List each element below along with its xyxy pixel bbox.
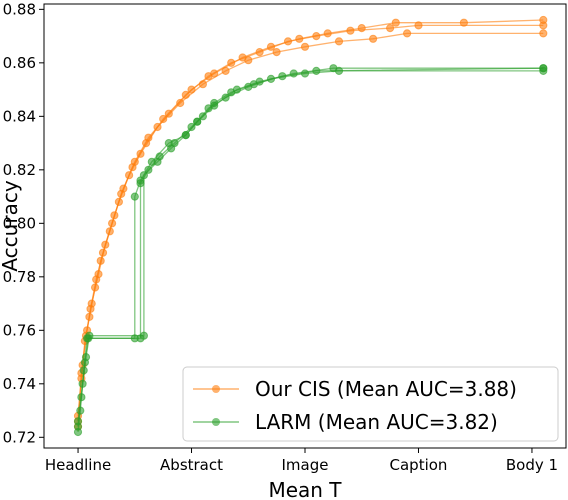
data-point — [238, 53, 247, 62]
data-point — [459, 18, 468, 27]
y-tick-label: 0.78 — [3, 268, 36, 286]
data-point — [232, 85, 241, 94]
data-point — [272, 48, 281, 57]
data-point — [289, 69, 298, 78]
data-point — [130, 192, 139, 201]
data-point — [164, 109, 173, 118]
legend-frame — [182, 366, 559, 442]
data-point — [539, 64, 548, 73]
data-point — [87, 299, 96, 308]
data-point — [176, 98, 185, 108]
y-tick-label: 0.82 — [3, 161, 36, 179]
y-tick-label: 0.86 — [3, 54, 36, 72]
data-point — [300, 42, 310, 51]
data-point — [73, 417, 83, 426]
y-tick-label: 0.76 — [3, 321, 36, 339]
y-axis: 0.72 0.74 0.76 0.78 0.80 0.82 0.84 0.86 0.88 — [3, 0, 44, 446]
data-point — [94, 270, 103, 279]
x-tick-label: Headline — [45, 456, 111, 474]
data-point — [391, 18, 400, 27]
series-line — [77, 67, 544, 422]
y-tick-label: 0.74 — [3, 375, 36, 393]
data-point — [187, 85, 196, 94]
y-tick-label: 0.80 — [3, 214, 36, 232]
data-point — [403, 29, 412, 38]
data-point — [119, 184, 128, 193]
data-point — [357, 24, 366, 33]
y-axis-title: Accuracy — [0, 180, 22, 271]
data-point — [144, 165, 153, 174]
data-point — [110, 211, 119, 220]
data-point — [130, 157, 139, 166]
data-point — [144, 133, 153, 142]
x-tick-label: Image — [282, 456, 329, 474]
x-axis-title: Mean T — [268, 478, 342, 500]
data-point — [386, 24, 395, 33]
data-point — [210, 101, 219, 110]
series-layer — [73, 15, 548, 437]
legend-swatch-marker — [212, 385, 220, 393]
data-point — [78, 379, 87, 388]
data-point — [81, 353, 91, 362]
data-point — [139, 331, 148, 340]
data-point — [136, 179, 145, 188]
x-tick-label: Body 1 — [506, 456, 558, 474]
data-point — [139, 171, 148, 180]
data-point — [266, 42, 276, 51]
x-tick-label: Caption — [390, 456, 448, 474]
data-point — [187, 122, 196, 132]
data-point — [329, 64, 338, 73]
y-tick-label: 0.84 — [3, 107, 36, 125]
legend-swatch-marker — [212, 418, 220, 426]
y-tick-label: 0.72 — [3, 428, 36, 446]
data-point — [295, 34, 304, 43]
data-point — [193, 117, 202, 126]
x-tick-label: Abstract — [160, 456, 223, 474]
legend-label: Our CIS (Mean AUC=3.88) — [255, 377, 517, 401]
series-larm — [73, 64, 548, 437]
data-point — [414, 21, 423, 30]
data-point — [101, 240, 110, 249]
data-point — [85, 331, 94, 340]
data-point — [181, 131, 190, 140]
data-point — [539, 15, 548, 25]
data-point — [369, 34, 378, 43]
data-point — [210, 69, 219, 78]
data-point — [334, 37, 344, 46]
x-axis: Headline Abstract Image Caption Body 1 — [45, 448, 558, 474]
data-point — [153, 157, 162, 166]
data-point — [255, 77, 264, 86]
legend-label: LARM (Mean AUC=3.82) — [255, 410, 498, 434]
legend: Our CIS (Mean AUC=3.88) LARM (Mean AUC=3.… — [182, 366, 559, 442]
y-tick-label: 0.88 — [3, 0, 36, 18]
data-point — [539, 29, 548, 38]
data-point — [167, 144, 176, 153]
data-point — [323, 29, 332, 38]
